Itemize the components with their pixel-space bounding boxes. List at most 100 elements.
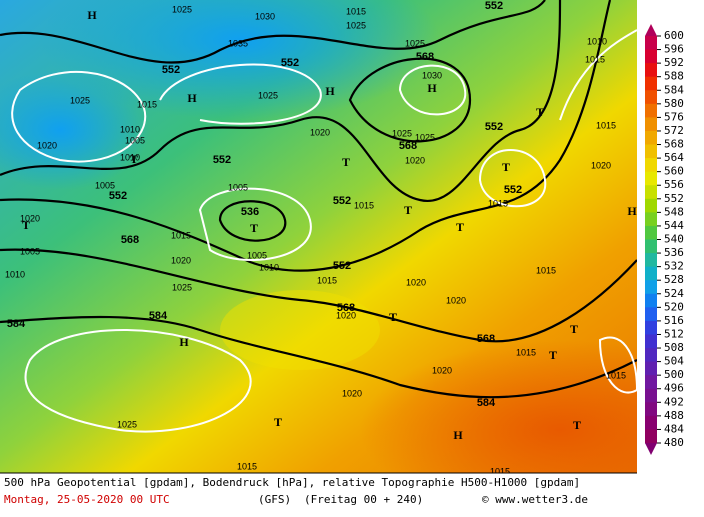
colorbar-tick-label: 524: [664, 287, 684, 300]
colorbar-tick-label: 548: [664, 205, 684, 218]
colorbar-tick-label: 504: [664, 355, 684, 368]
pressure-center: H: [87, 8, 97, 22]
geopotential-label: 552: [213, 154, 231, 166]
colorbar-tick-label: 564: [664, 151, 684, 164]
footer-credit: © www.wetter3.de: [482, 493, 588, 506]
pressure-label: 1010: [120, 124, 140, 134]
colorbar-tick-label: 560: [664, 165, 684, 178]
pressure-label: 1030: [255, 11, 275, 21]
colorbar-bin: [645, 415, 657, 430]
colorbar-tick-label: 568: [664, 138, 684, 151]
pressure-label: 1005: [125, 135, 145, 145]
pressure-label: 1005: [20, 246, 40, 256]
colorbar-bin: [645, 198, 657, 213]
colorbar-tick-label: 532: [664, 260, 684, 273]
pressure-label: 1020: [446, 295, 466, 305]
colorbar-bin: [645, 280, 657, 295]
pressure-center: T: [274, 415, 282, 429]
colorbar: 6005965925885845805765725685645605565525…: [645, 24, 684, 455]
colorbar-bin: [645, 158, 657, 173]
pressure-label: 1025: [392, 128, 412, 138]
colorbar-bin: [645, 293, 657, 308]
pressure-label: 1025: [415, 132, 435, 142]
geopotential-label: 584: [149, 310, 168, 322]
colorbar-tick-label: 508: [664, 341, 684, 354]
geopotential-label: 568: [337, 302, 355, 314]
colorbar-tick-label: 596: [664, 43, 684, 56]
pressure-label: 1020: [405, 155, 425, 165]
pressure-label: 1015: [488, 198, 508, 208]
colorbar-tick-label: 536: [664, 246, 684, 259]
colorbar-tick-label: 516: [664, 314, 684, 327]
pressure-label: 1015: [490, 466, 510, 476]
pressure-center: T: [549, 348, 557, 362]
pressure-label: 1005: [247, 250, 267, 260]
pressure-label: 1020: [406, 277, 426, 287]
geopotential-label: 568: [121, 234, 139, 246]
pressure-center: H: [427, 81, 437, 95]
pressure-label: 1015: [237, 461, 257, 471]
pressure-label: 1025: [117, 419, 137, 429]
pressure-label: 1025: [70, 95, 90, 105]
pressure-center: H: [627, 204, 637, 218]
colorbar-tick-label: 484: [664, 422, 684, 435]
pressure-label: 1015: [606, 370, 626, 380]
cold-area: [40, 0, 440, 120]
pressure-label: 1015: [317, 275, 337, 285]
colorbar-tick-label: 552: [664, 192, 684, 205]
pressure-label: 1030: [422, 70, 442, 80]
colorbar-bin: [645, 429, 657, 444]
pressure-center: T: [456, 220, 464, 234]
pressure-label: 1010: [120, 152, 140, 162]
pressure-label: 1020: [342, 388, 362, 398]
pressure-center: T: [342, 155, 350, 169]
warm-area: [220, 290, 380, 370]
pressure-label: 1015: [536, 265, 556, 275]
colorbar-bin: [645, 130, 657, 146]
geopotential-label: 552: [281, 57, 299, 69]
pressure-label: 1010: [587, 36, 607, 46]
colorbar-bin: [645, 402, 657, 417]
colorbar-arrow: [645, 24, 657, 36]
geopotential-label: 552: [109, 190, 127, 202]
pressure-center: T: [404, 203, 412, 217]
pressure-label: 1015: [585, 54, 605, 64]
pressure-center: H: [179, 335, 189, 349]
pressure-label: 1020: [432, 365, 452, 375]
colorbar-bin: [645, 361, 657, 376]
colorbar-bin: [645, 212, 657, 227]
colorbar-bin: [645, 375, 657, 390]
pressure-label: 1020: [37, 140, 57, 150]
colorbar-bin: [645, 307, 657, 322]
colorbar-tick-label: 520: [664, 300, 684, 313]
pressure-label: 1005: [228, 182, 248, 192]
colorbar-bin: [645, 253, 657, 268]
colorbar-bin: [645, 63, 657, 78]
colorbar-tick-label: 588: [664, 70, 684, 83]
pressure-label: 1020: [20, 213, 40, 223]
geopotential-label: 552: [333, 195, 351, 207]
pressure-label: 1025: [258, 90, 278, 100]
colorbar-tick-label: 492: [664, 395, 684, 408]
pressure-label: 1020: [171, 255, 191, 265]
colorbar-tick-label: 600: [664, 29, 684, 42]
geopotential-label: 584: [7, 318, 26, 330]
colorbar-bin: [645, 90, 657, 105]
colorbar-tick-label: 512: [664, 327, 684, 340]
colorbar-tick-label: 500: [664, 368, 684, 381]
pressure-label: 1015: [137, 99, 157, 109]
colorbar-bin: [645, 144, 657, 159]
colorbar-bin: [645, 266, 657, 281]
pressure-center: T: [573, 418, 581, 432]
cold-area: [0, 70, 150, 190]
pressure-center: H: [453, 428, 463, 442]
colorbar-bin: [645, 225, 657, 240]
geopotential-label: 568: [416, 51, 434, 63]
colorbar-tick-label: 528: [664, 273, 684, 286]
pressure-center: T: [536, 105, 544, 119]
geopotential-label: 568: [477, 333, 495, 345]
geopotential-label: 552: [333, 260, 351, 272]
colorbar-tick-label: 584: [664, 83, 684, 96]
geopotential-label: 552: [485, 0, 503, 12]
footer-title: 500 hPa Geopotential [gpdam], Bodendruck…: [4, 476, 580, 489]
